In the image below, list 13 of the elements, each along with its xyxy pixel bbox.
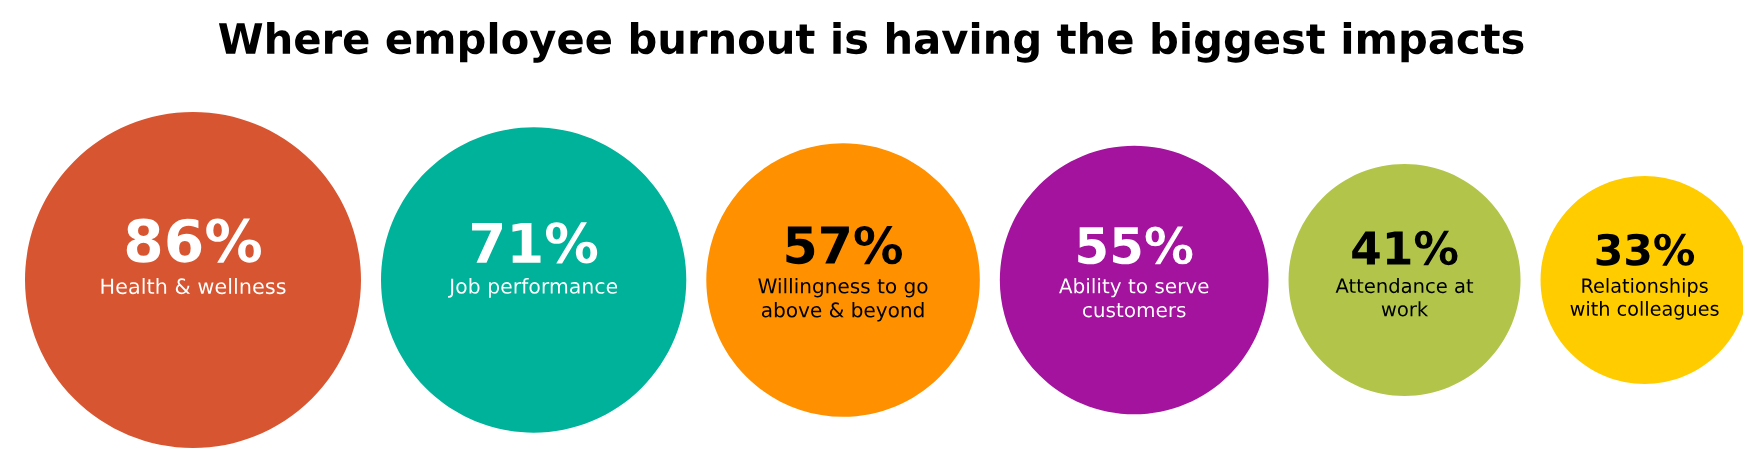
data-label: 41% <box>1352 230 1458 266</box>
category-label: Job performance <box>448 278 618 298</box>
category-label: Willingness to go above & beyond <box>758 278 928 322</box>
category-label: Ability to serve customers <box>1059 278 1209 318</box>
category-label: Attendance at work <box>1335 278 1474 317</box>
data-label: 33% <box>1596 233 1695 266</box>
data-label: 86% <box>126 218 261 263</box>
data-label: 57% <box>786 225 902 265</box>
text: Where employee burnout is having the biggest impacts <box>218 21 1524 63</box>
category-label: Health & wellness <box>101 278 286 295</box>
category-label: Relationships with colleagues <box>1570 278 1719 320</box>
data-label: 55% <box>1078 226 1193 265</box>
data-label: 71% <box>472 222 598 264</box>
